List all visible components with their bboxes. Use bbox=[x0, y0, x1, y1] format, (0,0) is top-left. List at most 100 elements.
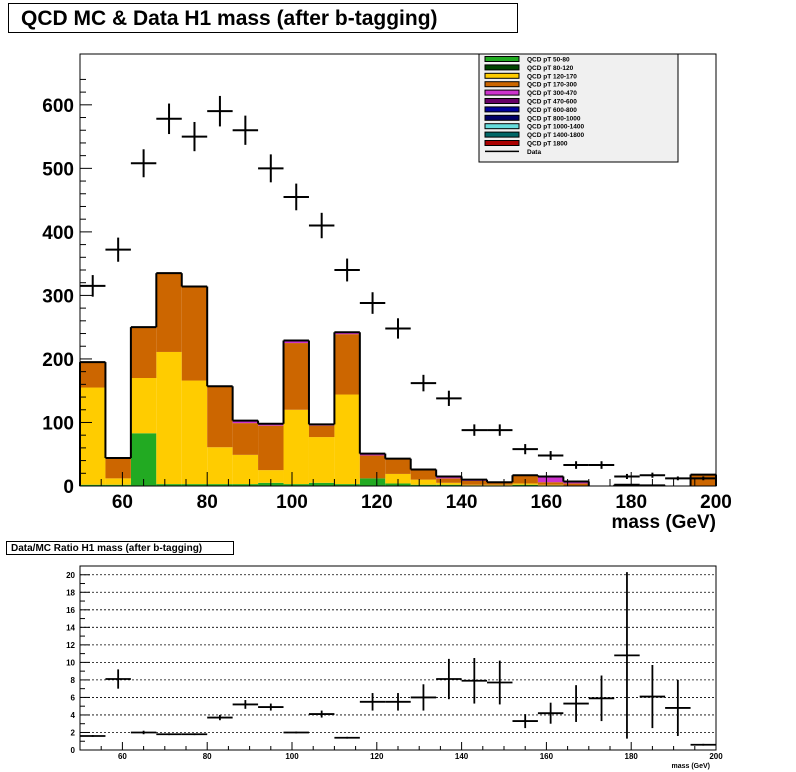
x-tick-label-4: 140 bbox=[446, 492, 478, 513]
stack-bar-3-10 bbox=[334, 334, 360, 395]
legend-swatch-4 bbox=[484, 89, 520, 96]
stack-bar-0-4 bbox=[181, 484, 208, 486]
stack-bar-4-8 bbox=[283, 340, 309, 344]
stack-bar-0-8 bbox=[283, 484, 309, 486]
stack-bar-2-14 bbox=[436, 482, 462, 485]
stack-bar-2-9 bbox=[308, 437, 335, 483]
ratio-chart-title: Data/MC Ratio H1 mass (after b-tagging) bbox=[6, 541, 234, 555]
y-tick-label-6: 600 bbox=[42, 96, 74, 117]
stack-bar-3-16 bbox=[487, 482, 513, 485]
stack-bar-3-1 bbox=[105, 458, 131, 479]
stack-bar-3-6 bbox=[232, 423, 259, 455]
ratio-x-tick-label-3: 120 bbox=[370, 752, 384, 761]
legend-label-11: Data bbox=[527, 149, 541, 156]
legend-label-7: QCD pT 800-1000 bbox=[527, 115, 581, 122]
top-chart-title: QCD MC & Data H1 mass (after b-tagging) bbox=[8, 3, 518, 33]
legend-label-6: QCD pT 600-800 bbox=[527, 107, 577, 114]
stack-bar-3-7 bbox=[258, 425, 284, 471]
stack-bar-0-3 bbox=[156, 484, 182, 486]
ratio-plot-area bbox=[80, 566, 716, 750]
legend-label-0: QCD pT 50-80 bbox=[527, 57, 570, 64]
stack-bar-2-12 bbox=[385, 473, 411, 484]
stack-bar-3-14 bbox=[436, 478, 462, 483]
legend-swatch-6 bbox=[484, 106, 520, 113]
stack-bar-0-5 bbox=[207, 484, 233, 486]
stack-bar-0-10 bbox=[334, 484, 360, 486]
stack-bar-0-2 bbox=[130, 433, 157, 486]
legend-label-3: QCD pT 170-300 bbox=[527, 82, 577, 89]
ratio-x-tick-label-6: 180 bbox=[625, 752, 639, 761]
x-tick-label-5: 160 bbox=[531, 492, 563, 513]
stack-bar-2-4 bbox=[181, 380, 208, 485]
y-tick-label-1: 100 bbox=[42, 413, 74, 434]
ratio-y-tick-label-1: 2 bbox=[71, 728, 76, 737]
stack-bar-0-11 bbox=[359, 478, 386, 486]
stack-bar-0-1 bbox=[105, 484, 131, 486]
x-axis-label: mass (GeV) bbox=[611, 512, 716, 533]
legend-swatch-8 bbox=[484, 123, 520, 130]
ratio-y-tick-label-2: 4 bbox=[71, 711, 76, 720]
stack-bar-2-7 bbox=[258, 470, 284, 483]
stack-bar-3-11 bbox=[359, 455, 386, 479]
stack-bar-2-2 bbox=[130, 378, 157, 434]
x-tick-label-0: 60 bbox=[112, 492, 133, 513]
ratio-y-tick-label-6: 12 bbox=[66, 641, 75, 650]
ratio-x-tick-label-7: 200 bbox=[709, 752, 723, 761]
stack-bar-4-18 bbox=[537, 476, 564, 483]
stack-bar-3-4 bbox=[181, 286, 208, 381]
stack-bar-0-9 bbox=[308, 482, 335, 486]
x-tick-label-6: 180 bbox=[615, 492, 647, 513]
legend-label-4: QCD pT 300-470 bbox=[527, 90, 577, 97]
legend-swatch-10 bbox=[484, 140, 520, 146]
legend-label-5: QCD pT 470-600 bbox=[527, 99, 577, 106]
ratio-y-tick-label-0: 0 bbox=[71, 746, 76, 755]
stack-bar-2-18 bbox=[537, 484, 564, 486]
stack-bar-2-0 bbox=[80, 387, 106, 485]
legend-label-8: QCD pT 1000-1400 bbox=[527, 124, 584, 131]
stack-bar-2-10 bbox=[334, 394, 360, 485]
ratio-x-tick-label-5: 160 bbox=[540, 752, 554, 761]
ratio-y-tick-label-5: 10 bbox=[66, 658, 75, 667]
ratio-y-tick-label-10: 20 bbox=[66, 571, 75, 580]
legend-swatch-5 bbox=[484, 98, 520, 104]
legend-label-10: QCD pT 1800 bbox=[527, 141, 568, 148]
y-tick-label-0: 0 bbox=[63, 477, 74, 498]
legend-label-1: QCD pT 80-120 bbox=[527, 65, 574, 72]
stack-bar-3-12 bbox=[385, 459, 411, 474]
ratio-y-tick-label-8: 16 bbox=[66, 606, 75, 615]
stack-bar-2-3 bbox=[156, 351, 182, 485]
stack-bar-2-16 bbox=[487, 484, 513, 486]
stack-bar-2-1 bbox=[105, 478, 131, 485]
stack-bar-2-8 bbox=[283, 409, 309, 485]
stack-bar-3-3 bbox=[156, 273, 182, 352]
stack-bar-2-13 bbox=[410, 479, 437, 485]
x-tick-label-7: 200 bbox=[700, 492, 732, 513]
stack-bar-3-2 bbox=[130, 327, 157, 378]
ratio-x-tick-label-2: 100 bbox=[285, 752, 299, 761]
stack-bar-2-5 bbox=[207, 447, 233, 485]
x-tick-label-1: 80 bbox=[197, 492, 218, 513]
y-tick-label-2: 200 bbox=[42, 350, 74, 371]
ratio-y-tick-label-7: 14 bbox=[66, 623, 75, 632]
stack-bar-3-0 bbox=[80, 362, 106, 388]
ratio-y-tick-label-9: 18 bbox=[66, 588, 75, 597]
ratio-x-tick-label-4: 140 bbox=[455, 752, 469, 761]
stack-bar-3-8 bbox=[283, 343, 309, 410]
x-tick-label-2: 100 bbox=[276, 492, 308, 513]
x-tick-label-3: 120 bbox=[361, 492, 393, 513]
ratio-x-tick-label-0: 60 bbox=[118, 752, 127, 761]
stack-bar-4-6 bbox=[232, 420, 259, 424]
stack-bar-2-15 bbox=[461, 484, 488, 486]
legend-swatch-9 bbox=[484, 131, 520, 138]
legend-label-2: QCD pT 120-170 bbox=[527, 73, 577, 80]
ratio-x-tick-label-1: 80 bbox=[203, 752, 212, 761]
legend-swatch-1 bbox=[484, 64, 520, 71]
stack-bar-2-6 bbox=[232, 454, 259, 485]
y-tick-label-4: 400 bbox=[42, 223, 74, 244]
ratio-x-axis-label: mass (GeV) bbox=[671, 763, 710, 770]
stack-bar-0-0 bbox=[80, 484, 106, 486]
legend-swatch-7 bbox=[484, 114, 520, 121]
stack-bar-3-19 bbox=[563, 483, 589, 486]
stack-bar-0-14 bbox=[436, 484, 462, 486]
